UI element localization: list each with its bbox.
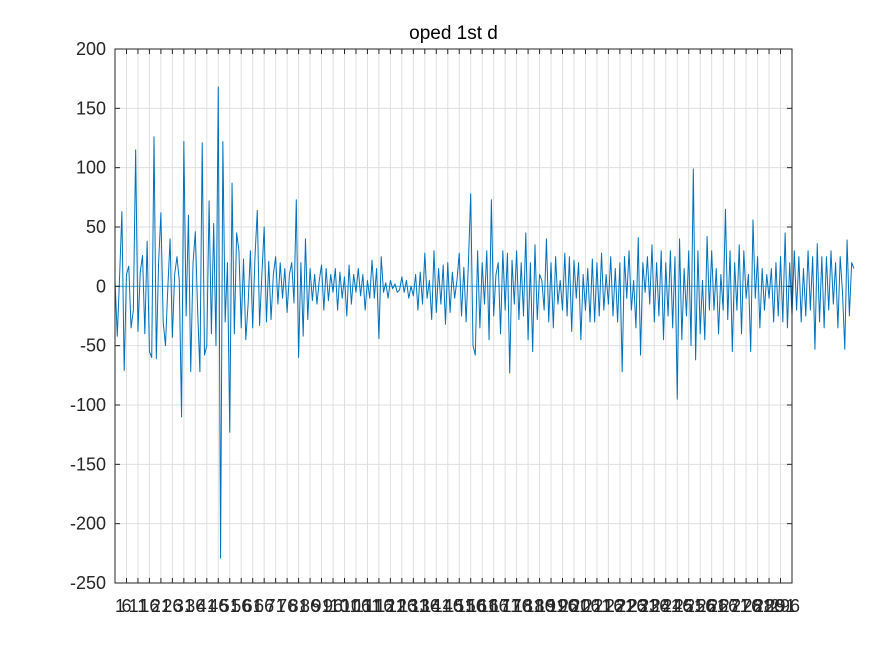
x-tick-label: 261 xyxy=(697,596,727,616)
x-tick-label: 136 xyxy=(410,596,440,616)
x-tick-label: 291 xyxy=(766,596,796,616)
chart-title: oped 1st d xyxy=(409,23,498,44)
x-tick-label: 156 xyxy=(456,596,486,616)
x-tick-label: 86 xyxy=(300,596,320,616)
series-layer xyxy=(114,86,855,559)
x-tick-label: 211 xyxy=(583,596,612,616)
x-tick-label: 21 xyxy=(151,596,171,616)
x-tick-label: 241 xyxy=(651,596,681,616)
x-tick-label: 281 xyxy=(743,596,773,616)
x-tick-label: 111 xyxy=(354,596,381,616)
x-tick-label: 256 xyxy=(685,596,715,616)
x-tick-label: 206 xyxy=(570,596,600,616)
x-tick-label: 126 xyxy=(387,596,417,616)
x-tick-label: 141 xyxy=(421,596,451,616)
y-tick-label: 150 xyxy=(76,98,106,118)
x-tick-label: 161 xyxy=(467,596,497,616)
x-tick-label: 151 xyxy=(444,596,474,616)
x-tick-label: 251 xyxy=(674,596,704,616)
x-tick-label: 146 xyxy=(433,596,463,616)
x-tick-label: 201 xyxy=(559,596,589,616)
x-tick-label: 176 xyxy=(502,596,532,616)
x-tick-label: 1 xyxy=(115,596,125,616)
x-tick-label: 186 xyxy=(525,596,555,616)
x-tick-label: 11 xyxy=(129,596,148,616)
x-tick-label: 246 xyxy=(662,596,692,616)
x-tick-label: 191 xyxy=(536,596,566,616)
y-tick-label: -100 xyxy=(70,395,106,415)
x-tick-label: 91 xyxy=(312,596,332,616)
x-tick-label: 56 xyxy=(231,596,251,616)
y-tick-labels: -250 -200 -150 -100 -50 0 50 100 150 200 xyxy=(70,39,106,593)
x-tick-label: 276 xyxy=(731,596,761,616)
y-tick-label: -200 xyxy=(70,514,106,534)
x-tick-label: 16 xyxy=(139,596,159,616)
x-tick-label: 31 xyxy=(174,596,194,616)
x-tick-label: 166 xyxy=(479,596,509,616)
x-tick-label: 81 xyxy=(289,596,309,616)
x-tick-label: 266 xyxy=(708,596,738,616)
x-tick-label: 66 xyxy=(254,596,274,616)
x-tick-label: 131 xyxy=(398,596,428,616)
x-tick-label: 296 xyxy=(770,596,800,616)
x-tick-label: 36 xyxy=(185,596,205,616)
x-tick-label: 71 xyxy=(266,596,286,616)
x-tick-label: 116 xyxy=(365,596,394,616)
y-tick-label: 100 xyxy=(76,158,106,178)
y-tick-label: -150 xyxy=(70,454,106,474)
x-tick-label: 231 xyxy=(628,596,658,616)
y-tick-label: 0 xyxy=(96,276,106,296)
x-tick-label: 96 xyxy=(323,596,343,616)
x-tick-label: 236 xyxy=(639,596,669,616)
y-tick-label: -50 xyxy=(80,336,106,356)
x-tick-label: 41 xyxy=(197,596,217,616)
x-tick-labels: 1611162126313641465156616671768186919610… xyxy=(115,596,800,616)
x-tick-label: 221 xyxy=(605,596,635,616)
x-tick-label: 26 xyxy=(162,596,182,616)
tick-marks xyxy=(114,48,793,584)
x-tick-label: 196 xyxy=(547,596,577,616)
x-tick-label: 76 xyxy=(277,596,297,616)
x-tick-label: 121 xyxy=(375,596,405,616)
x-tick-label: 6 xyxy=(121,596,131,616)
x-tick-label: 286 xyxy=(754,596,784,616)
x-tick-label: 171 xyxy=(490,596,520,616)
x-tick-label: 181 xyxy=(513,596,543,616)
axes-box xyxy=(114,48,793,584)
x-tick-label: 271 xyxy=(720,596,750,616)
x-tick-label: 46 xyxy=(208,596,228,616)
x-tick-label: 216 xyxy=(593,596,623,616)
y-tick-label: 50 xyxy=(86,217,106,237)
series-line xyxy=(114,86,855,559)
x-tick-label: 226 xyxy=(616,596,646,616)
x-tick-label: 61 xyxy=(243,596,263,616)
x-tick-label: 51 xyxy=(220,596,240,616)
x-tick-label: 101 xyxy=(329,596,359,616)
y-tick-label: 200 xyxy=(76,39,106,59)
y-tick-label: -250 xyxy=(70,573,106,593)
x-tick-label: 106 xyxy=(341,596,371,616)
